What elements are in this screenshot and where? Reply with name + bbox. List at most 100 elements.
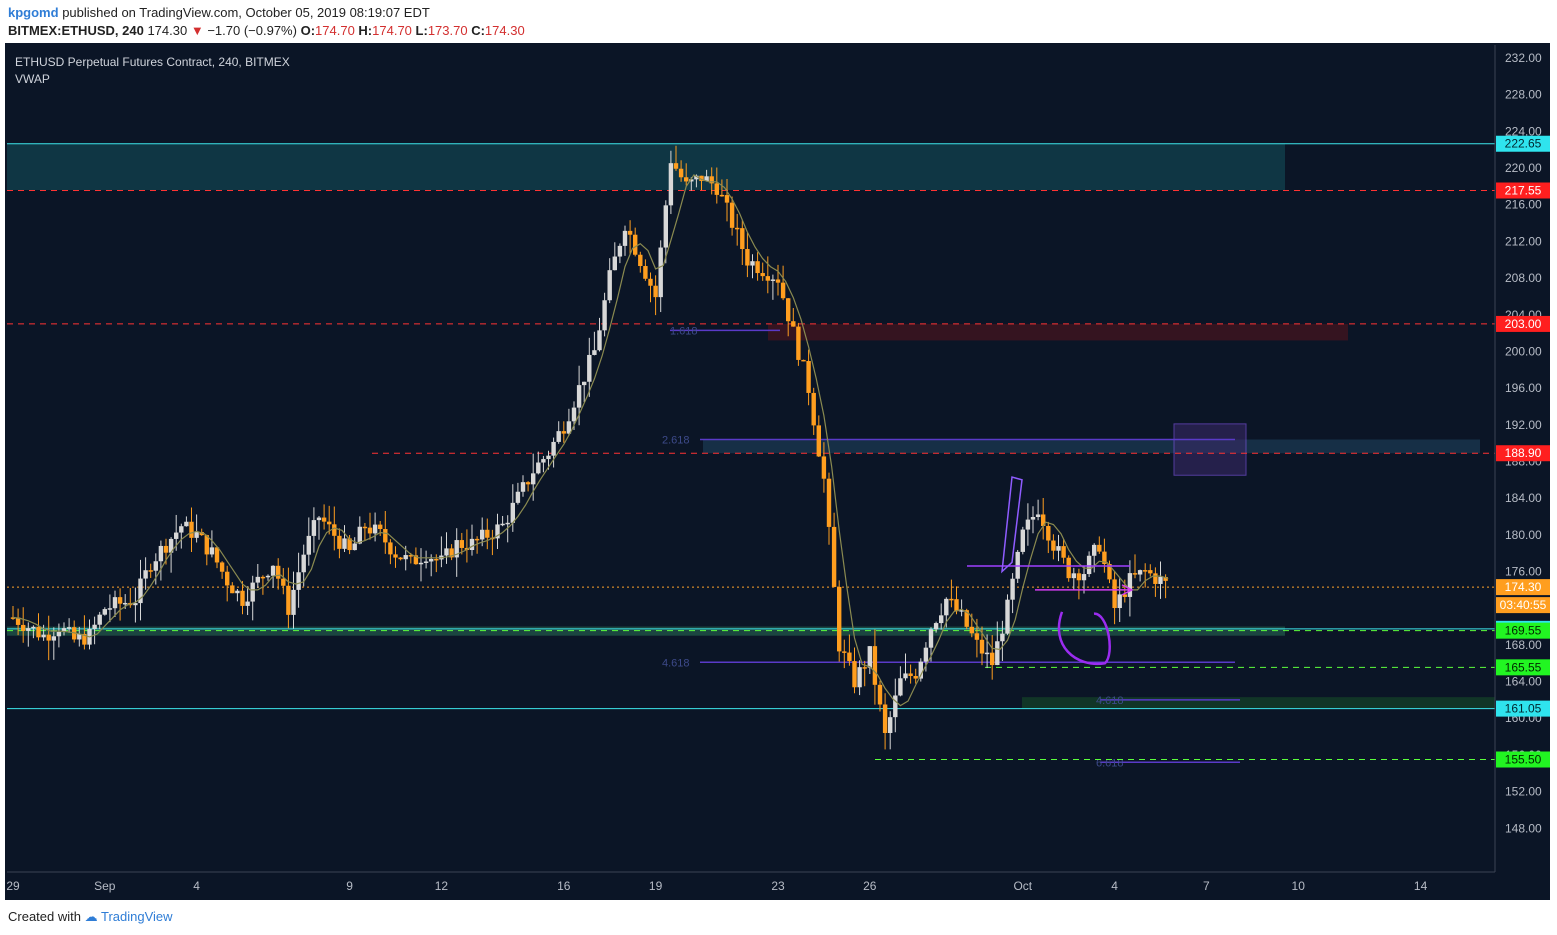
candle-down	[786, 298, 791, 322]
candle-down	[1148, 570, 1153, 574]
candle-up	[939, 615, 944, 624]
tradingview-brand[interactable]: TradingView	[101, 909, 173, 924]
candle-up	[1010, 578, 1015, 600]
candle-down	[1041, 514, 1046, 527]
candle-down	[633, 234, 638, 255]
y-tick-label: 192.00	[1505, 418, 1542, 432]
candle-up	[1086, 555, 1092, 575]
candle-up	[1035, 514, 1041, 518]
candle-up	[546, 455, 551, 460]
candle-down	[913, 675, 918, 679]
candle-down	[117, 597, 123, 604]
candle-down	[735, 227, 740, 230]
candle-down	[434, 558, 439, 561]
chart-legend: ETHUSD Perpetual Futures Contract, 240, …	[15, 54, 290, 88]
candle-down	[204, 535, 209, 555]
candle-up	[184, 521, 189, 527]
price-tag-label: 165.55	[1505, 660, 1542, 674]
candle-down	[1112, 579, 1117, 609]
x-tick-label: 9	[346, 879, 353, 893]
candle-down	[729, 202, 735, 228]
candle-up	[235, 590, 240, 594]
y-tick-label: 216.00	[1505, 198, 1542, 212]
candle-down	[831, 526, 837, 587]
candle-down	[678, 168, 684, 178]
candle-down	[801, 359, 806, 362]
price-tag-label: 155.50	[1505, 753, 1542, 767]
candle-up	[1020, 529, 1025, 552]
candle-up	[66, 627, 72, 629]
candle-down	[816, 425, 821, 457]
candle-down	[82, 633, 87, 645]
candle-down	[724, 195, 730, 203]
ohlc-bar: BITMEX:ETHUSD, 240 174.30 ▼ −1.70 (−0.97…	[8, 23, 525, 38]
candle-up	[571, 407, 577, 422]
candle-up	[770, 279, 776, 281]
candle-down	[1061, 546, 1066, 558]
close-value: 174.30	[484, 23, 525, 38]
candle-up	[928, 629, 934, 648]
y-tick-label: 168.00	[1505, 638, 1542, 652]
annotation-arrow	[1035, 584, 1134, 596]
candle-up	[617, 245, 623, 257]
x-tick-label: 12	[435, 879, 449, 893]
candle-up	[1092, 544, 1097, 556]
candle-up	[505, 522, 510, 525]
candle-down	[148, 570, 153, 572]
candle-down	[954, 599, 959, 612]
candle-down	[276, 565, 281, 579]
candle-up	[592, 350, 597, 355]
candle-down	[474, 538, 480, 541]
candle-up	[112, 597, 118, 609]
candle-up	[551, 441, 556, 456]
candle-down	[964, 610, 969, 627]
x-tick-label: 29	[6, 879, 20, 893]
candle-up	[403, 555, 408, 560]
candle-up	[306, 535, 311, 555]
x-tick-label: 26	[863, 879, 877, 893]
candle-down	[627, 230, 633, 235]
candle-up	[352, 543, 357, 551]
candle-up	[857, 667, 862, 688]
candle-down	[281, 578, 286, 586]
candle-up	[602, 300, 607, 331]
x-tick-label: 14	[1414, 879, 1428, 893]
candle-up	[918, 661, 923, 679]
candle-up	[663, 205, 668, 248]
candle-down	[765, 276, 770, 281]
candle-up	[454, 540, 459, 558]
candle-down	[561, 431, 566, 434]
candle-down	[740, 228, 745, 250]
author-name[interactable]: kpgomd	[8, 5, 59, 20]
candle-down	[969, 626, 974, 634]
candle-down	[260, 576, 266, 579]
x-tick-label: 19	[649, 879, 663, 893]
candle-up	[92, 624, 97, 629]
x-tick-label: 4	[1111, 879, 1118, 893]
candle-down	[163, 545, 169, 553]
candle-down	[755, 261, 760, 274]
y-tick-label: 196.00	[1505, 381, 1542, 395]
candle-down	[1132, 573, 1138, 575]
candle-down	[745, 249, 750, 266]
y-tick-label: 164.00	[1505, 675, 1542, 689]
candle-down	[230, 585, 235, 594]
candle-down	[214, 547, 220, 563]
y-tick-label: 208.00	[1505, 271, 1542, 285]
y-tick-label: 212.00	[1505, 234, 1542, 248]
candle-down	[719, 194, 725, 197]
candle-down	[837, 586, 842, 652]
candle-down	[877, 684, 883, 705]
candle-down	[388, 542, 393, 555]
created-with-label: Created with	[8, 909, 81, 924]
price-tag-label: 161.05	[1505, 702, 1542, 716]
price-tag-label: 203.00	[1505, 317, 1542, 331]
price-tag	[1496, 315, 1550, 332]
candle-up	[959, 610, 964, 612]
candle-down	[775, 279, 781, 283]
candle-up	[250, 582, 255, 602]
x-tick-label: 4	[193, 879, 200, 893]
candle-up	[888, 717, 893, 733]
candle-up	[26, 628, 31, 631]
